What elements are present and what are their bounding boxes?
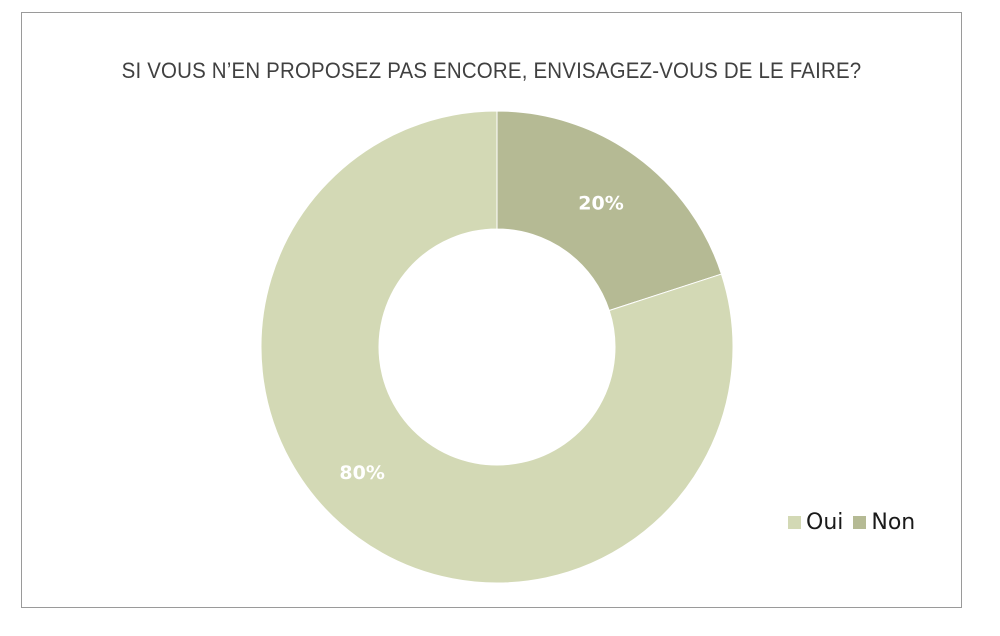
donut-labels: 20% 80% — [339, 192, 623, 484]
legend-item-non: Non — [853, 510, 915, 535]
legend-label-non: Non — [871, 510, 916, 535]
donut-slices — [260, 110, 734, 584]
legend-label-oui: Oui — [806, 510, 844, 535]
legend-item-oui: Oui — [788, 510, 843, 535]
legend-swatch-oui — [788, 516, 801, 529]
chart-title: SI VOUS N’EN PROPOSEZ PAS ENCORE, ENVISA… — [121, 58, 862, 83]
slice-oui — [260, 110, 734, 584]
data-label-non: 20% — [578, 192, 623, 214]
legend: Oui Non — [788, 510, 925, 535]
data-label-oui: 80% — [339, 462, 384, 484]
slice-non — [496, 110, 723, 312]
legend-swatch-non — [853, 516, 867, 529]
